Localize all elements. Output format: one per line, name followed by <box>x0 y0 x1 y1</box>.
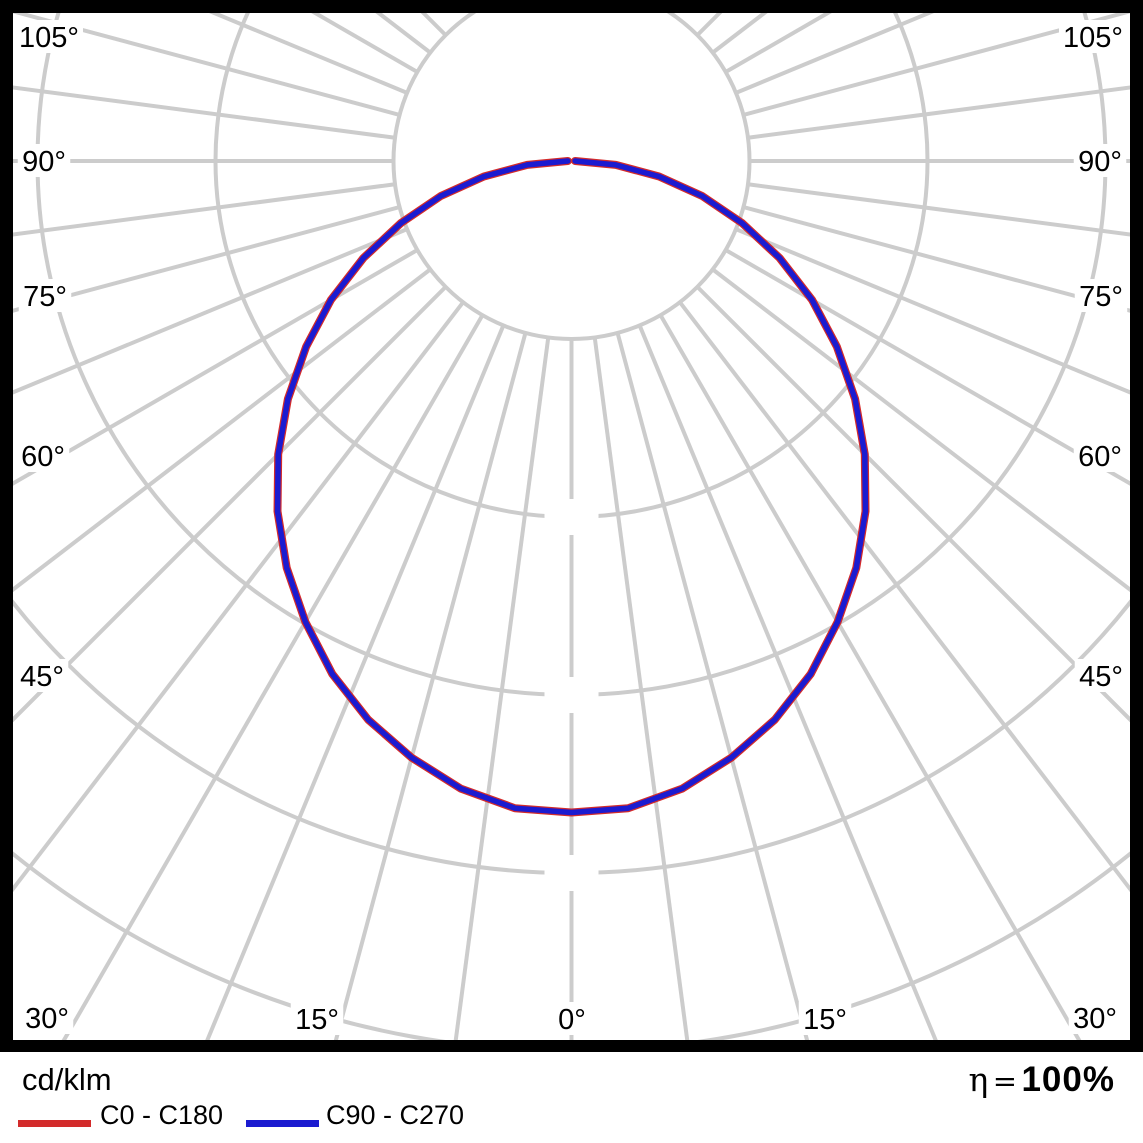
eta-equals: = <box>992 1064 1018 1098</box>
grid-spoke <box>615 332 810 1040</box>
grid-spoke <box>208 13 408 95</box>
angle-label-bg <box>16 439 70 472</box>
grid-spoke <box>13 285 448 723</box>
axis-label-gap <box>544 499 599 535</box>
eta-value: 100% <box>1021 1060 1115 1099</box>
grid-spoke <box>724 248 1130 486</box>
angle-label: 30° <box>25 1003 69 1035</box>
grid-spoke <box>13 248 419 486</box>
polar-plot-canvas: 105° 90° 75° 60° 45° 30° 15° 0° 15° 30° 45° 60° 75° 9… <box>0 0 1143 1052</box>
angle-label-bg <box>1059 20 1127 53</box>
eta-symbol: η <box>968 1060 989 1099</box>
angle-label-bg <box>15 20 83 53</box>
angle-label-bg <box>1068 1001 1122 1034</box>
grid-spoke <box>13 182 396 237</box>
angle-label: 105° <box>19 22 79 54</box>
angle-label: 60° <box>1078 441 1122 473</box>
angle-label-bg <box>1074 279 1128 312</box>
angle-label: 90° <box>22 146 66 178</box>
angle-label: 90° <box>1078 146 1122 178</box>
angle-label: 15° <box>803 1004 847 1036</box>
grid-spoke <box>658 314 1082 1040</box>
angle-label: 45° <box>20 661 64 693</box>
legend-swatch-c0-c180 <box>18 1120 91 1127</box>
grid-spoke <box>735 227 1130 395</box>
plot-frame <box>0 0 1143 1052</box>
axis-label-gap <box>544 855 599 891</box>
grid-spoke <box>13 205 401 313</box>
footer: cd/klm C0 - C180 C90 - C270 η = 100% <box>0 1052 1143 1143</box>
grid-spoke <box>695 285 1130 723</box>
grid-spoke <box>637 324 938 1040</box>
legend-swatch-c90-c270 <box>246 1120 319 1127</box>
grid-spoke <box>747 182 1130 237</box>
grid-spoke <box>742 13 1130 117</box>
grid-spoke <box>333 332 528 1040</box>
grid-spoke <box>747 85 1130 140</box>
grid-spoke <box>61 314 485 1040</box>
grid-spoke <box>711 267 1130 593</box>
grid-spoke <box>13 85 396 140</box>
legend-label-c90-c270: C90 - C270 <box>326 1100 465 1130</box>
angle-label-bg <box>290 1002 344 1035</box>
axis-label-gap <box>544 677 599 713</box>
grid-spoke <box>735 13 935 95</box>
radial-unit-label: cd/klm <box>22 1062 112 1097</box>
angle-label-bg <box>1073 144 1127 177</box>
angle-label: 0° <box>558 1004 586 1036</box>
angle-label: 45° <box>1079 661 1123 693</box>
grid-spoke <box>13 300 465 893</box>
angle-labels: 105° 90° 75° 60° 45° 30° 15° 0° 15° 30° 45° 60° 75° 9… <box>15 20 1128 1036</box>
angle-label-bg <box>18 279 72 312</box>
legend: C0 - C180 C90 - C270 <box>0 1100 1143 1136</box>
grid-spoke <box>678 300 1130 893</box>
angle-label-bg <box>20 1001 74 1034</box>
angle-label-bg <box>17 144 71 177</box>
efficiency-label: η = 100% <box>968 1060 1115 1100</box>
angle-label-bg <box>1074 659 1128 692</box>
grid-spoke <box>13 13 401 117</box>
angle-label: 105° <box>1063 22 1123 54</box>
legend-label-c0-c180: C0 - C180 <box>100 1100 224 1130</box>
angle-label: 75° <box>1079 281 1123 313</box>
grid-spoke <box>13 227 408 395</box>
angle-label-bg <box>15 659 69 692</box>
grid-spoke <box>742 205 1130 313</box>
angle-label: 60° <box>21 441 65 473</box>
angle-label-bg <box>798 1002 852 1035</box>
angle-label: 30° <box>1073 1003 1117 1035</box>
angle-label-bg <box>1073 439 1127 472</box>
grid-spoke <box>205 324 506 1040</box>
angle-label: 15° <box>295 1004 339 1036</box>
angle-label-bg <box>553 1002 591 1035</box>
grid-spoke <box>13 267 432 593</box>
curve-c90-c270 <box>274 158 869 816</box>
angle-label: 75° <box>23 281 67 313</box>
